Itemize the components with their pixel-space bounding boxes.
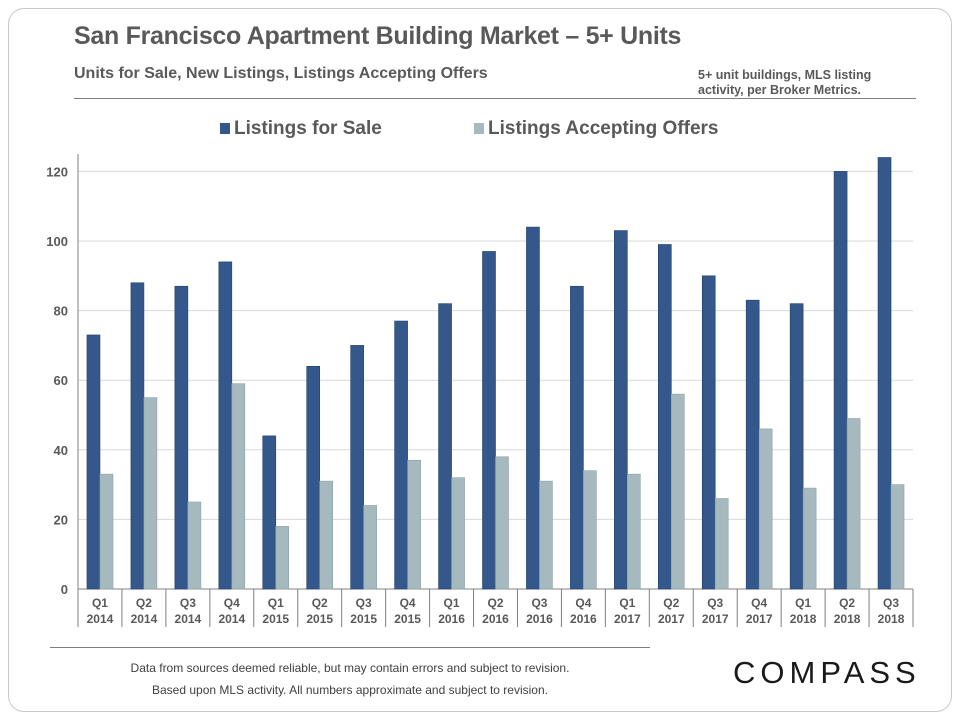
bar-listings-accepting-offers: [99, 473, 114, 590]
x-tick-label-quarter: Q2: [136, 596, 152, 610]
x-tick-label-quarter: Q3: [180, 596, 196, 610]
bar-listings-for-sale: [174, 285, 189, 590]
legend-label-listings-for-sale: Listings for Sale: [234, 118, 382, 139]
bar-listings-for-sale: [614, 230, 628, 590]
x-tick-label-year: 2014: [218, 612, 245, 626]
bar-listings-accepting-offers: [231, 383, 246, 590]
x-tick-label-quarter: Q4: [400, 596, 416, 610]
bar-listings-for-sale: [306, 365, 321, 590]
x-tick-label-year: 2015: [306, 612, 333, 626]
bar-listings-for-sale: [218, 261, 233, 590]
bar-listings-accepting-offers: [319, 480, 334, 590]
x-tick-label-quarter: Q3: [356, 596, 372, 610]
x-tick-label-quarter: Q1: [444, 596, 460, 610]
bar-listings-accepting-offers: [758, 428, 773, 590]
bar-listings-for-sale: [701, 275, 716, 590]
x-tick-label-quarter: Q3: [531, 596, 547, 610]
x-tick-label-year: 2016: [570, 612, 597, 626]
x-tick-label-year: 2015: [350, 612, 377, 626]
bar-listings-accepting-offers: [275, 526, 290, 590]
x-tick-label-year: 2018: [878, 612, 905, 626]
source-note-line-1: 5+ unit buildings, MLS listing: [698, 68, 872, 82]
x-tick-label-year: 2017: [702, 612, 729, 626]
x-tick-label-year: 2016: [526, 612, 553, 626]
x-tick-label-year: 2017: [746, 612, 773, 626]
y-tick-label: 20: [54, 512, 68, 527]
bar-listings-for-sale: [86, 334, 101, 590]
bar-listings-accepting-offers: [407, 459, 421, 590]
bar-listings-for-sale: [482, 251, 496, 590]
x-tick-label-quarter: Q3: [883, 596, 899, 610]
bar-listings-accepting-offers: [802, 487, 817, 590]
bar-listings-accepting-offers: [451, 477, 465, 590]
bar-listings-accepting-offers: [363, 505, 377, 590]
bar-listings-for-sale: [789, 303, 804, 590]
bar-listings-for-sale: [877, 157, 892, 590]
x-tick-label-quarter: Q1: [92, 596, 108, 610]
bar-listings-accepting-offers: [187, 501, 202, 590]
legend-label-listings-accepting-offers: Listings Accepting Offers: [488, 118, 719, 139]
x-tick-label-year: 2018: [790, 612, 817, 626]
x-tick-label-year: 2014: [87, 612, 114, 626]
y-tick-label: 80: [54, 304, 68, 319]
x-tick-label-quarter: Q1: [619, 596, 635, 610]
x-tick-label-year: 2017: [658, 612, 685, 626]
bar-listings-for-sale: [526, 226, 540, 590]
bar-listings-for-sale: [350, 345, 364, 590]
footer-divider: [50, 647, 650, 648]
x-tick-label-quarter: Q1: [268, 596, 284, 610]
x-tick-label-year: 2015: [394, 612, 421, 626]
x-tick-label-quarter: Q4: [575, 596, 591, 610]
x-tick-label-year: 2018: [834, 612, 861, 626]
bar-listings-accepting-offers: [714, 498, 729, 590]
x-tick-label-quarter: Q2: [312, 596, 328, 610]
bar-listings-for-sale: [745, 299, 760, 590]
y-tick-label: 100: [46, 234, 68, 249]
disclaimer-line-2: Based upon MLS activity. All numbers app…: [152, 683, 548, 697]
bar-listings-accepting-offers: [539, 480, 553, 590]
bar-listings-accepting-offers: [583, 470, 597, 590]
bar-listings-for-sale: [130, 282, 145, 590]
bar-listings-accepting-offers: [627, 473, 641, 590]
legend-swatch-listings-accepting-offers: [474, 123, 484, 134]
page-title: San Francisco Apartment Building Market …: [74, 22, 682, 50]
y-tick-label: 120: [46, 164, 68, 179]
y-tick-label: 60: [54, 373, 68, 388]
source-note: 5+ unit buildings, MLS listing activity,…: [698, 68, 928, 98]
header-divider: [74, 98, 916, 99]
x-tick-label-quarter: Q2: [663, 596, 679, 610]
source-note-line-2: activity, per Broker Metrics.: [698, 83, 862, 97]
x-tick-label-quarter: Q4: [751, 596, 767, 610]
bar-listings-for-sale: [262, 435, 277, 590]
x-tick-label-year: 2014: [131, 612, 158, 626]
x-tick-label-year: 2014: [175, 612, 202, 626]
bar-listings-accepting-offers: [143, 397, 158, 590]
x-tick-label-quarter: Q4: [224, 596, 240, 610]
legend-swatch-listings-for-sale: [220, 123, 230, 134]
bar-listings-accepting-offers: [846, 418, 861, 590]
x-tick-label-year: 2016: [438, 612, 465, 626]
x-tick-label-year: 2015: [262, 612, 289, 626]
y-tick-label: 0: [61, 582, 68, 597]
bar-listings-accepting-offers: [495, 456, 509, 590]
bar-listings-for-sale: [570, 285, 584, 590]
bar-listings-accepting-offers: [890, 484, 905, 590]
bar-listings-for-sale: [833, 171, 848, 590]
disclaimer-line-1: Data from sources deemed reliable, but m…: [130, 661, 570, 675]
compass-logo: COMPASS: [733, 655, 921, 690]
bar-listings-for-sale: [394, 320, 408, 590]
bar-listings-accepting-offers: [670, 393, 685, 590]
page-subtitle: Units for Sale, New Listings, Listings A…: [74, 65, 488, 82]
x-tick-label-year: 2016: [482, 612, 509, 626]
x-tick-label-quarter: Q2: [839, 596, 855, 610]
x-tick-label-quarter: Q3: [707, 596, 723, 610]
bar-listings-for-sale: [657, 244, 672, 590]
bar-listings-for-sale: [438, 303, 452, 590]
x-tick-label-year: 2017: [614, 612, 641, 626]
y-tick-label: 40: [54, 443, 68, 458]
x-tick-label-quarter: Q1: [795, 596, 811, 610]
x-tick-label-quarter: Q2: [487, 596, 503, 610]
